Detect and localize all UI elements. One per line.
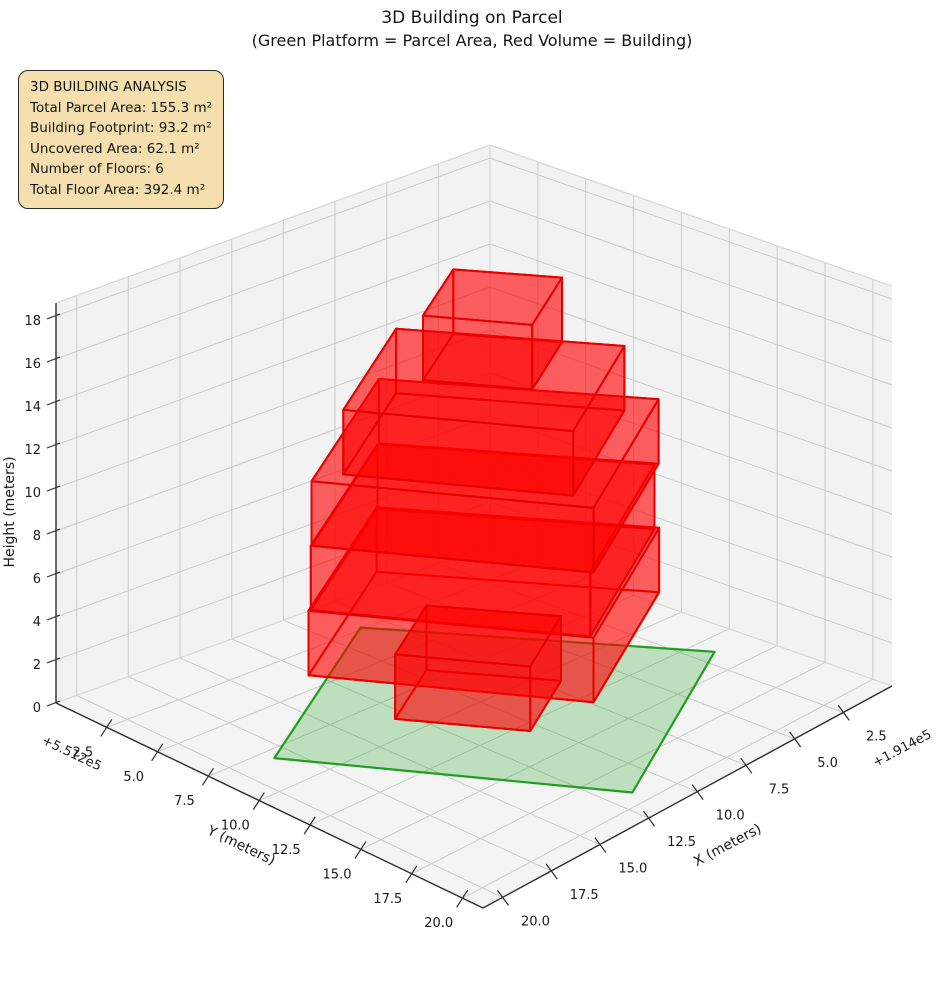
floor-2-top-face (307, 506, 661, 639)
x-tick-label: 7.5 (769, 782, 790, 797)
x-tick-label: 20.0 (521, 914, 550, 929)
building-floor-3 (309, 443, 656, 638)
building-floor-6 (422, 268, 563, 391)
z-tick-label: 14 (24, 400, 41, 415)
info-line-uncovered: Uncovered Area: 62.1 m² (30, 140, 200, 157)
x-tick-label: 10.0 (716, 809, 745, 824)
chart-title: 3D Building on Parcel (381, 8, 563, 28)
y-tick-label: 15.0 (323, 867, 352, 882)
y-tick-label: 5.0 (123, 770, 144, 785)
floor-1-top-face (394, 604, 562, 668)
z-tick-label: 0 (33, 701, 41, 716)
z-tick-label: 6 (33, 572, 41, 587)
info-line-footprint: Building Footprint: 93.2 m² (30, 120, 212, 136)
y-tick-label: 17.5 (373, 892, 402, 907)
y-tick-label: 20.0 (424, 916, 453, 931)
z-tick-label: 12 (24, 443, 41, 458)
chart-title-block: 3D Building on Parcel (Green Platform = … (0, 6, 944, 52)
parcel-platform (273, 626, 716, 794)
grid-lines (55, 144, 893, 899)
x-axis-label: X (meters) (691, 821, 764, 870)
building-volume (307, 268, 661, 732)
z-tick-label: 8 (33, 529, 41, 544)
chart-subtitle: (Green Platform = Parcel Area, Red Volum… (251, 31, 693, 50)
floor-1-side-face (394, 653, 532, 732)
z-axis-label: Height (meters) (2, 456, 18, 567)
pane-right (490, 145, 892, 687)
info-line-floor-area: Total Floor Area: 392.4 m² (30, 181, 206, 198)
z-tick-label: 4 (33, 615, 41, 630)
analysis-info-box: 3D BUILDING ANALYSIS Total Parcel Area: … (18, 70, 225, 209)
x-tick-label: 12.5 (667, 835, 696, 850)
info-line-parcel-area: Total Parcel Area: 155.3 m² (30, 99, 213, 116)
z-tick-label: 10 (24, 486, 41, 501)
y-axis-offset-text: +5.512e5 (39, 733, 104, 774)
pane-left (56, 145, 490, 704)
info-box-heading: 3D BUILDING ANALYSIS (30, 79, 187, 95)
y-tick-label: 12.5 (272, 843, 301, 858)
parcel-polygon (273, 626, 716, 794)
x-tick-label: 2.5 (866, 729, 887, 744)
building-floor-5 (342, 327, 626, 497)
floor-4-top-face (310, 378, 660, 509)
z-tick-label: 16 (24, 357, 41, 372)
z-tick-label: 18 (24, 314, 41, 329)
y-tick-label: 7.5 (174, 794, 195, 809)
x-tick-label: 5.0 (817, 756, 838, 771)
building-floor-4 (310, 378, 660, 574)
z-tick-label: 2 (33, 658, 41, 673)
floor-6-top-face (422, 268, 563, 326)
y-tick-label: 10.0 (221, 819, 250, 834)
building-floor-1 (394, 604, 562, 732)
info-line-floors: Number of Floors: 6 (30, 161, 164, 177)
floor-6-side-face (422, 314, 534, 391)
x-tick-label: 17.5 (570, 888, 599, 903)
y-tick-label: 2.5 (72, 745, 93, 760)
x-tick-label: 15.0 (618, 862, 647, 877)
